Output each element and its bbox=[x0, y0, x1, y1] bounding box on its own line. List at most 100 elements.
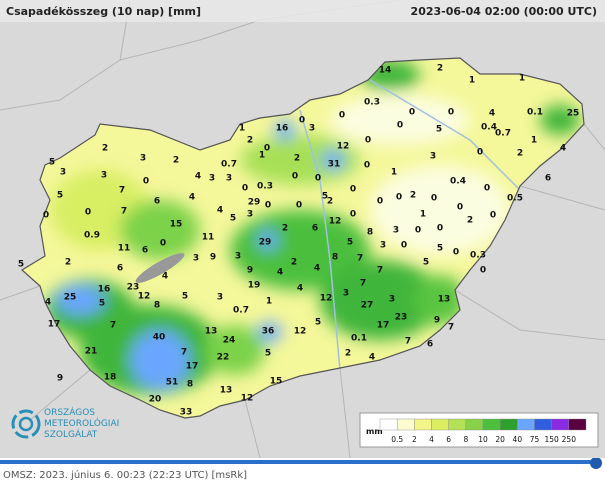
station-value: 0.3 bbox=[364, 98, 380, 108]
station-value: 3 bbox=[235, 252, 241, 262]
station-value: 2 bbox=[173, 156, 179, 166]
station-value: 0 bbox=[296, 201, 302, 211]
station-value: 7 bbox=[377, 266, 383, 276]
legend-label: 250 bbox=[562, 435, 577, 444]
station-value: 4 bbox=[560, 144, 566, 154]
station-value: 0.7 bbox=[495, 129, 511, 139]
station-value: 5 bbox=[99, 299, 105, 309]
station-value: 7 bbox=[121, 207, 127, 217]
station-value: 40 bbox=[153, 333, 166, 343]
station-value: 9 bbox=[210, 253, 216, 263]
station-value: 5 bbox=[182, 292, 188, 302]
legend-label: 2 bbox=[412, 435, 417, 444]
station-value: 19 bbox=[248, 281, 261, 291]
station-value: 0 bbox=[143, 177, 149, 187]
logo-line: SZOLGÁLAT bbox=[44, 428, 98, 440]
station-value: 4 bbox=[189, 193, 195, 203]
station-value: 9 bbox=[434, 316, 440, 326]
station-value: 1 bbox=[519, 74, 525, 84]
station-value: 6 bbox=[312, 224, 318, 234]
station-value: 3 bbox=[193, 254, 199, 264]
timeline-bar bbox=[0, 460, 595, 464]
station-value: 13 bbox=[220, 386, 233, 396]
station-value: 0 bbox=[409, 108, 415, 118]
station-value: 25 bbox=[64, 293, 77, 303]
station-value: 0 bbox=[457, 203, 463, 213]
legend-label: 20 bbox=[495, 435, 505, 444]
station-value: 0 bbox=[480, 266, 486, 276]
station-value: 5 bbox=[49, 158, 55, 168]
legend-label: 4 bbox=[429, 435, 434, 444]
station-value: 3 bbox=[309, 124, 315, 134]
station-value: 5 bbox=[18, 260, 24, 270]
legend-swatch bbox=[448, 418, 467, 431]
footer-text: OMSZ: 2023. június 6. 00:23 (22:23 UTC) … bbox=[3, 470, 248, 481]
legend: mm 0.5 2 4 6 8 10 20 40 75 150 250 bbox=[359, 412, 599, 448]
station-value: 2 bbox=[410, 191, 416, 201]
station-value: 0 bbox=[43, 211, 49, 221]
station-value: 3 bbox=[140, 154, 146, 164]
station-value: 13 bbox=[205, 327, 218, 337]
station-value: 23 bbox=[127, 283, 140, 293]
station-value: 0.9 bbox=[84, 231, 100, 241]
station-value: 0 bbox=[85, 208, 91, 218]
station-value: 1 bbox=[266, 297, 272, 307]
station-value: 3 bbox=[101, 171, 107, 181]
legend-swatch bbox=[517, 418, 535, 431]
title-bar bbox=[0, 0, 605, 22]
station-value: 3 bbox=[380, 241, 386, 251]
station-value: 3 bbox=[209, 174, 215, 184]
station-value: 0.1 bbox=[527, 108, 543, 118]
station-value: 11 bbox=[202, 233, 215, 243]
station-value: 0 bbox=[477, 148, 483, 158]
station-value: 5 bbox=[436, 125, 442, 135]
station-value: 5 bbox=[423, 258, 429, 268]
station-value: 7 bbox=[357, 254, 363, 264]
legend-swatch bbox=[431, 418, 449, 431]
legend-swatch bbox=[379, 418, 398, 431]
station-value: 0 bbox=[264, 144, 270, 154]
station-value: 9 bbox=[57, 374, 63, 384]
logo-line: METEOROLÓGIAI bbox=[44, 417, 119, 429]
station-value: 0.7 bbox=[221, 160, 237, 170]
station-value: 7 bbox=[119, 186, 125, 196]
station-value: 2 bbox=[247, 136, 253, 146]
legend-label: 10 bbox=[478, 435, 488, 444]
station-value: 6 bbox=[154, 197, 160, 207]
station-value: 15 bbox=[270, 377, 283, 387]
timeline-handle[interactable] bbox=[590, 458, 602, 469]
station-value: 0 bbox=[490, 211, 496, 221]
lake-balaton bbox=[135, 253, 185, 283]
station-value: 0 bbox=[401, 241, 407, 251]
station-value: 8 bbox=[154, 301, 160, 311]
station-value: 31 bbox=[328, 160, 341, 170]
station-value: 12 bbox=[329, 217, 342, 227]
station-value: 4 bbox=[277, 268, 283, 278]
station-value: 4 bbox=[162, 272, 168, 282]
legend-label: 8 bbox=[463, 435, 468, 444]
station-value: 6 bbox=[117, 264, 123, 274]
legend-swatch bbox=[482, 418, 501, 431]
station-value: 2 bbox=[437, 64, 443, 74]
station-value: 1 bbox=[391, 168, 397, 178]
station-value: 3 bbox=[389, 295, 395, 305]
legend-swatch bbox=[568, 418, 587, 431]
station-value: 0 bbox=[315, 174, 321, 184]
station-value: 4 bbox=[489, 109, 495, 119]
station-value: 6 bbox=[142, 246, 148, 256]
station-value: 0 bbox=[396, 193, 402, 203]
station-value: 4 bbox=[45, 298, 51, 308]
station-value: 5 bbox=[265, 349, 271, 359]
station-value: 2 bbox=[517, 149, 523, 159]
station-value: 24 bbox=[223, 336, 236, 346]
station-value: 12 bbox=[320, 294, 333, 304]
station-value: 0 bbox=[437, 224, 443, 234]
station-value: 2 bbox=[294, 154, 300, 164]
station-value: 3 bbox=[343, 289, 349, 299]
legend-label: 40 bbox=[513, 435, 523, 444]
legend-unit: mm bbox=[366, 427, 383, 436]
station-value: 4 bbox=[369, 353, 375, 363]
station-value: 4 bbox=[297, 284, 303, 294]
